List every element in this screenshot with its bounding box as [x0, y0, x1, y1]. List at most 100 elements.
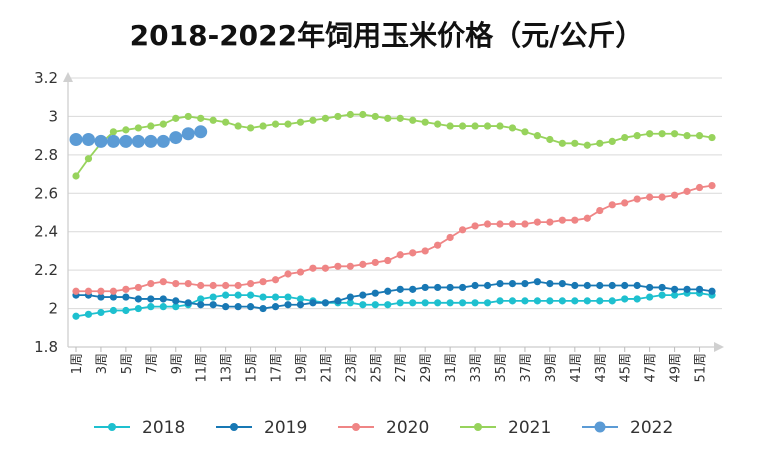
grid	[68, 77, 722, 310]
data-point	[471, 281, 479, 290]
series	[69, 110, 716, 320]
series-line	[76, 280, 713, 310]
data-point	[708, 133, 716, 142]
data-point	[583, 297, 591, 305]
data-point	[384, 256, 392, 265]
x-tick-label: 39周	[544, 353, 559, 383]
data-point	[571, 297, 579, 305]
data-point	[371, 258, 379, 267]
legend-swatch-marker	[352, 423, 360, 431]
data-point	[458, 283, 467, 292]
data-point	[346, 110, 354, 119]
data-point	[596, 139, 604, 147]
data-point	[558, 279, 566, 288]
y-tick-label: 2	[48, 300, 58, 318]
x-tick-label: 49周	[669, 353, 684, 383]
x-tick-label: 11周	[195, 353, 210, 383]
legend-item-2018: 2018	[94, 418, 185, 438]
data-point	[558, 297, 566, 305]
data-point	[384, 287, 392, 295]
data-point	[483, 220, 492, 228]
series-line	[75, 113, 713, 177]
data-point	[197, 295, 205, 303]
data-point	[296, 301, 305, 309]
data-point	[284, 270, 292, 278]
data-point	[334, 297, 342, 305]
y-tick-label: 2.4	[34, 223, 58, 241]
data-point	[321, 114, 330, 122]
x-tick-label: 41周	[569, 353, 584, 383]
data-point	[409, 285, 417, 293]
data-point	[359, 301, 367, 309]
data-point	[571, 216, 579, 224]
data-point	[172, 114, 180, 122]
data-point	[147, 279, 155, 288]
data-point	[546, 218, 554, 226]
x-tick-label: 31周	[444, 353, 459, 383]
data-point	[446, 299, 454, 307]
data-point	[633, 195, 641, 203]
data-point	[621, 281, 629, 290]
data-point	[621, 133, 629, 142]
data-point	[670, 130, 679, 138]
data-point	[558, 139, 566, 147]
data-point	[646, 130, 654, 138]
data-point	[471, 222, 479, 230]
data-point	[708, 182, 716, 190]
data-point	[409, 116, 417, 124]
data-point	[596, 206, 604, 215]
data-point	[284, 301, 292, 309]
data-point	[259, 278, 267, 286]
x-tick-label: 13周	[220, 353, 235, 383]
x-tick-label: 29周	[419, 353, 434, 383]
data-point	[471, 299, 479, 307]
series-2019	[72, 278, 716, 313]
data-point	[521, 279, 529, 288]
data-point	[222, 118, 230, 126]
data-point	[334, 112, 342, 121]
data-point	[134, 304, 142, 313]
data-point	[222, 291, 230, 299]
data-point	[396, 251, 404, 259]
x-tick-label: 3周	[95, 353, 110, 374]
data-point	[458, 299, 467, 307]
data-point	[695, 285, 704, 293]
data-point	[658, 283, 666, 292]
data-point	[483, 281, 492, 290]
data-point	[546, 297, 554, 305]
legend-swatch-marker	[108, 423, 116, 431]
data-point	[119, 134, 133, 148]
data-point	[508, 124, 517, 132]
data-point	[97, 293, 105, 301]
data-point	[421, 247, 429, 255]
x-tick-label: 19周	[294, 353, 309, 383]
data-point	[184, 279, 192, 288]
legend-label: 2020	[386, 418, 429, 438]
data-point	[209, 301, 217, 309]
data-point	[571, 281, 579, 290]
data-point	[583, 214, 591, 222]
data-point	[633, 132, 641, 140]
data-point	[546, 135, 554, 144]
data-point	[633, 295, 641, 303]
x-tick-label: 7周	[145, 353, 160, 374]
data-point	[359, 260, 367, 268]
data-point	[209, 281, 217, 290]
data-point	[571, 139, 579, 147]
data-point	[144, 134, 158, 148]
data-point	[209, 116, 217, 124]
data-point	[646, 283, 654, 292]
data-point	[533, 278, 542, 286]
data-point	[184, 299, 192, 307]
data-point	[296, 118, 305, 126]
data-point	[521, 128, 529, 136]
data-point	[458, 122, 467, 130]
y-tick-label: 3	[48, 107, 58, 125]
data-point	[434, 120, 442, 128]
data-point	[309, 116, 317, 124]
data-point	[259, 304, 267, 313]
data-point	[296, 295, 305, 303]
data-point	[384, 301, 392, 309]
